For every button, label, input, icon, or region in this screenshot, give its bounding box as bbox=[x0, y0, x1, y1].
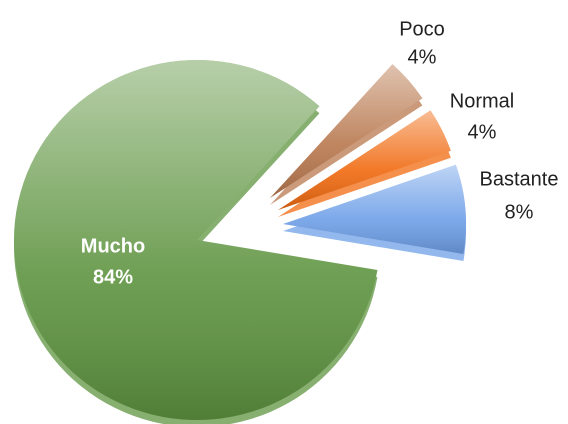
slice-value-label: 4% bbox=[408, 46, 437, 68]
slice-value-label: 84% bbox=[93, 266, 133, 288]
slice-label: Bastante bbox=[480, 168, 559, 190]
slice-shine bbox=[270, 64, 423, 198]
slice-label: Poco bbox=[399, 18, 445, 40]
slice-shine bbox=[283, 164, 466, 255]
slice-shine bbox=[278, 110, 451, 210]
slice-shine bbox=[14, 60, 378, 421]
slice-value-label: 4% bbox=[468, 121, 497, 143]
slice-value-label: 8% bbox=[505, 201, 534, 223]
slice-label: Mucho bbox=[81, 235, 145, 257]
slice-label: Normal bbox=[450, 90, 514, 112]
